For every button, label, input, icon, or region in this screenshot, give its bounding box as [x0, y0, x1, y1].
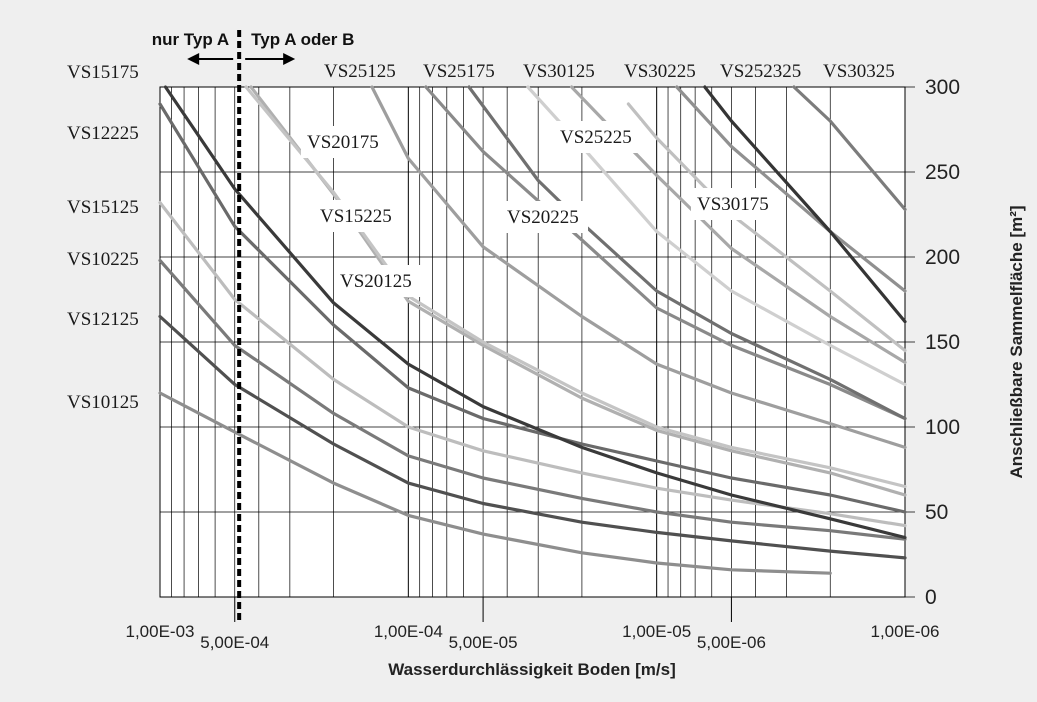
y-tick-label: 200	[925, 246, 960, 269]
x-tick-label: 1,00E-06	[871, 622, 940, 641]
right-arrow-head	[283, 53, 295, 65]
y-tick-label: 300	[925, 76, 960, 99]
y-tick-label: 250	[925, 161, 960, 184]
series-label: VS20225	[507, 207, 579, 228]
series-label: VS252325	[720, 61, 801, 82]
x-tick-label: 5,00E-04	[200, 633, 269, 652]
series-label: VS20175	[307, 132, 379, 153]
x-tick-labels: 1,00E-03 5,00E-04 1,00E-04 5,00E-05 1,00E-05…	[126, 597, 940, 652]
series-label: VS15175	[67, 62, 139, 83]
series-label: VS25225	[560, 127, 632, 148]
y-tick-label: 50	[925, 501, 948, 524]
x-tick-label: 5,00E-05	[449, 633, 518, 652]
series-label: VS10225	[67, 249, 139, 270]
series-label: VS30125	[523, 61, 595, 82]
y-axis-title: Anschließbare Sammelfläche [m²]	[1007, 205, 1026, 478]
series-label: VS12225	[67, 123, 139, 144]
left-arrow-head	[187, 53, 199, 65]
series-label: VS20125	[340, 271, 412, 292]
y-tick-labels: 0 50 100 150 200 250 300	[925, 76, 960, 609]
x-tick-label: 1,00E-05	[622, 622, 691, 641]
x-axis-title: Wasserdurchlässigkeit Boden [m/s]	[388, 660, 676, 679]
x-tick-label: 1,00E-04	[374, 622, 443, 641]
series-label: VS10125	[67, 392, 139, 413]
series-label: VS30325	[823, 61, 895, 82]
series-label: VS25175	[423, 61, 495, 82]
series-label: VS30225	[624, 61, 696, 82]
y-tick-label: 100	[925, 416, 960, 439]
series-label: VS25125	[324, 61, 396, 82]
series-label: VS15225	[320, 206, 392, 227]
x-tick-label: 1,00E-03	[126, 622, 195, 641]
x-tick-label: 5,00E-06	[697, 633, 766, 652]
series-label: VS30175	[697, 194, 769, 215]
series-label: VS12125	[67, 309, 139, 330]
y-tick-label: 150	[925, 331, 960, 354]
divider-label-right: Typ A oder B	[251, 30, 354, 49]
divider-label-left: nur Typ A	[152, 30, 229, 49]
series-label: VS15125	[67, 197, 139, 218]
y-tick-label: 0	[925, 586, 937, 609]
